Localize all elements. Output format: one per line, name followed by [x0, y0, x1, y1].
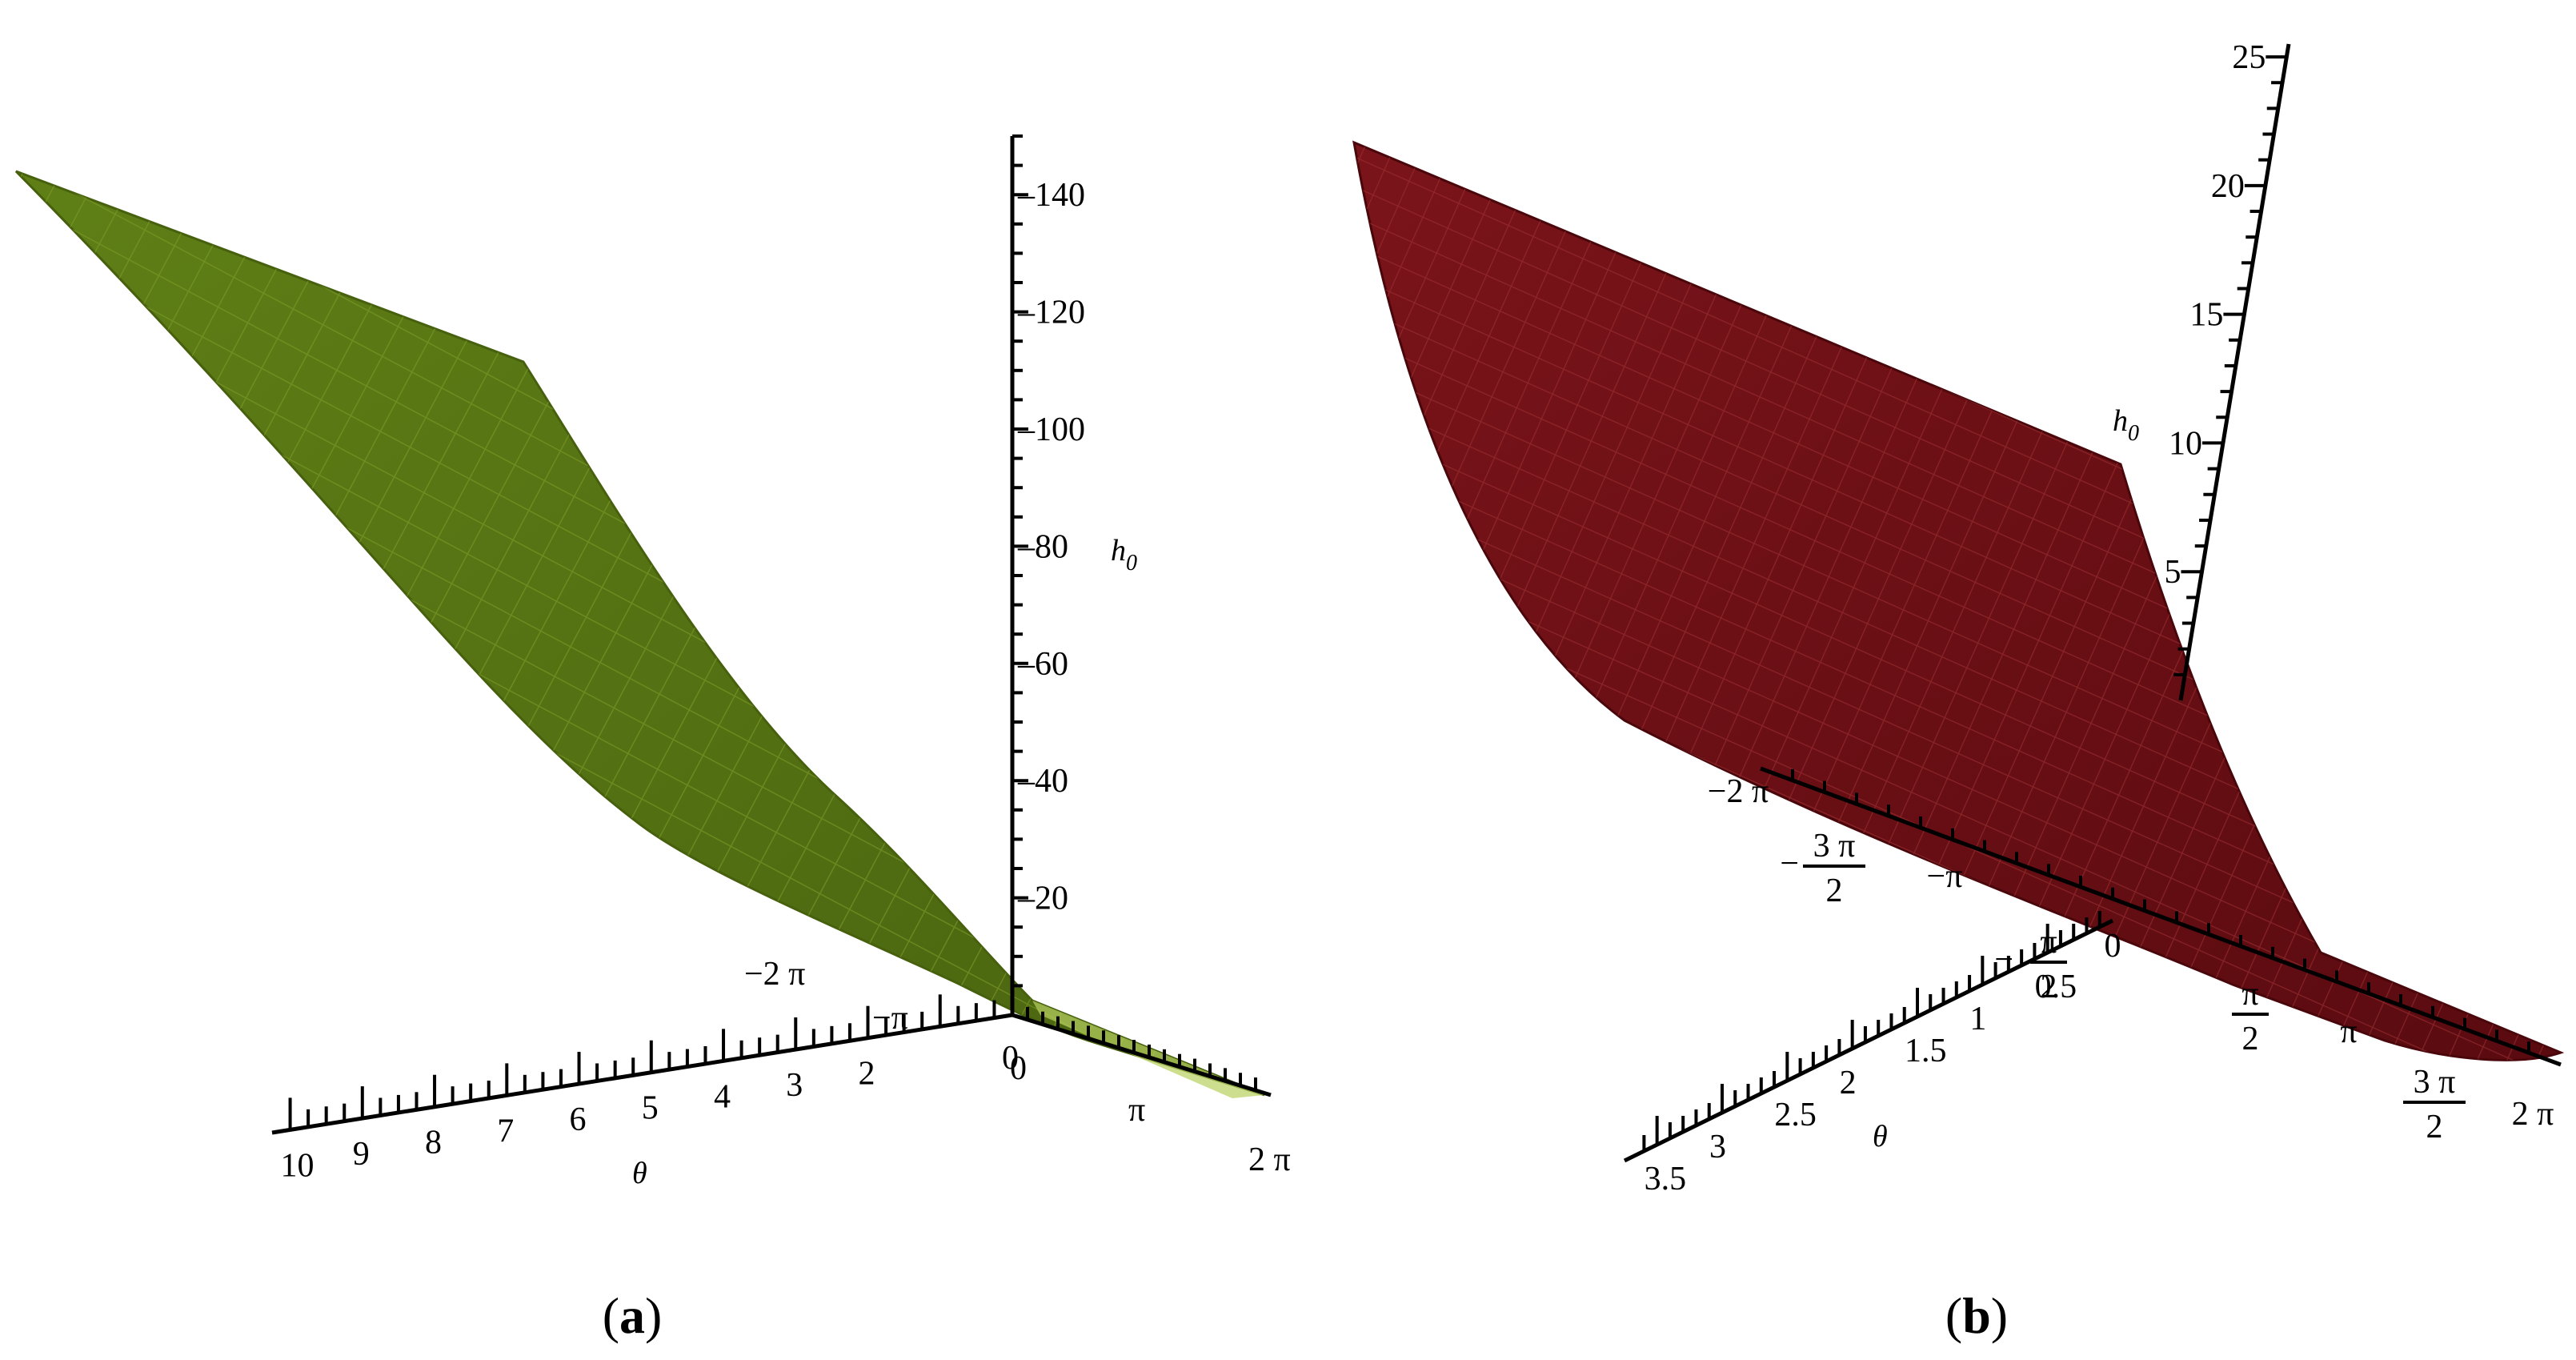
theta-zero-label-a: 0 [1002, 1040, 1019, 1077]
svg-text:−: − [1994, 941, 2013, 978]
z-tick-label-b: 20 [2211, 168, 2245, 205]
x-axis-a [1012, 1013, 1272, 1097]
x-tick-label-a: 0 [1010, 1050, 1027, 1087]
z-ticks-a: –20 –40 –60 –80 –100 –120 –140 [1012, 134, 1085, 988]
z-tick-label-b: 15 [2189, 297, 2223, 334]
theta-tick-label-a: 6 [570, 1101, 587, 1138]
z-tick-label-a: –20 [1017, 881, 1068, 917]
svg-text:2: 2 [2242, 1021, 2259, 1057]
theta-tick-label-a: 4 [714, 1078, 731, 1115]
theta-tick-label-b: 0.5 [2035, 969, 2077, 1005]
x-tick-label-a: −2 π [744, 956, 805, 993]
z-tick-label-a: –40 [1017, 763, 1068, 800]
z-tick-label-b: 10 [2169, 425, 2202, 462]
z-tick-label-a: –80 [1017, 528, 1068, 565]
theta-tick-label-a: 10 [281, 1147, 314, 1184]
theta-ticks-b: 0.5 1 1.5 2 2.5 3 3.5 [1642, 911, 2101, 1198]
x-tick-label-a: −π [872, 1000, 908, 1037]
svg-text:π: π [2241, 976, 2258, 1013]
theta-tick-label-a: 7 [497, 1113, 514, 1149]
x-tick-label-b: 2 π [2512, 1096, 2554, 1133]
caption-b: (b) [1945, 1287, 2008, 1344]
theta-tick-label-a: 5 [642, 1090, 659, 1127]
theta-tick-label-b: 1.5 [1905, 1033, 1947, 1069]
z-tick-label-b: 5 [2164, 554, 2181, 591]
caption-a: (a) [603, 1287, 663, 1344]
x-tick-label-b: π2 [2232, 976, 2269, 1057]
panel-a: –20 –40 –60 –80 –100 –120 –140 2 3 4 5 6 7 8 9 10 0 −2 … [14, 134, 1291, 1190]
theta-tick-label-a: 3 [786, 1067, 803, 1104]
svg-text:3 π: 3 π [1813, 828, 1856, 865]
surface-b [1352, 140, 2565, 1061]
svg-text:π: π [2040, 924, 2057, 961]
theta-tick-label-b: 2 [1840, 1065, 1857, 1101]
z-axis-label-a: h0 [1111, 534, 1137, 576]
x-tick-label-a: π [1128, 1092, 1145, 1129]
x-tick-label-b: 3 π2 [2403, 1064, 2466, 1145]
x-tick-label-b: −2 π [1708, 773, 1769, 810]
z-axis-label-b: h0 [2113, 404, 2139, 446]
z-tick-label-a: –120 [1017, 295, 1085, 331]
theta-ticks-a: 2 3 4 5 6 7 8 9 10 0 [281, 994, 1019, 1184]
svg-text:2: 2 [2041, 969, 2057, 1005]
x-tick-label-b: 0 [2105, 928, 2121, 965]
theta-axis-label-b: θ [1873, 1120, 1888, 1153]
svg-text:2: 2 [2426, 1109, 2443, 1145]
x-tick-label-b: −3 π 2 [1780, 828, 1865, 909]
x-axis-b [1760, 766, 2562, 1067]
z-tick-label-a: –60 [1017, 646, 1068, 683]
theta-tick-label-a: 9 [353, 1136, 370, 1173]
x-tick-label-a: 2 π [1248, 1141, 1291, 1178]
theta-tick-label-a: 2 [859, 1056, 875, 1093]
theta-tick-label-b: 3.5 [1645, 1161, 1687, 1198]
theta-tick-label-b: 1 [1969, 1001, 1986, 1037]
theta-tick-label-a: 8 [425, 1125, 442, 1161]
z-tick-label-a: –100 [1017, 411, 1085, 448]
svg-text:2: 2 [1826, 873, 1843, 909]
x-tick-label-b: − π 2 [1994, 924, 2067, 1005]
svg-text:3 π: 3 π [2414, 1064, 2456, 1101]
x-ticks-a: −2 π −π 0 π 2 π [744, 956, 1291, 1178]
svg-text:−: − [1780, 845, 1799, 882]
z-tick-label-b: 25 [2232, 39, 2266, 76]
theta-tick-label-b: 2.5 [1774, 1097, 1817, 1133]
x-tick-label-b: π [2340, 1013, 2357, 1050]
z-ticks-b: 5 10 15 20 25 [2164, 39, 2287, 676]
theta-axis-a [271, 1013, 1013, 1135]
theta-tick-label-b: 3 [1709, 1129, 1726, 1165]
x-tick-label-b: −π [1927, 858, 1963, 895]
z-tick-label-a: –140 [1017, 177, 1085, 214]
z-axis-b [2178, 43, 2291, 701]
theta-axis-label-a: θ [632, 1157, 647, 1190]
